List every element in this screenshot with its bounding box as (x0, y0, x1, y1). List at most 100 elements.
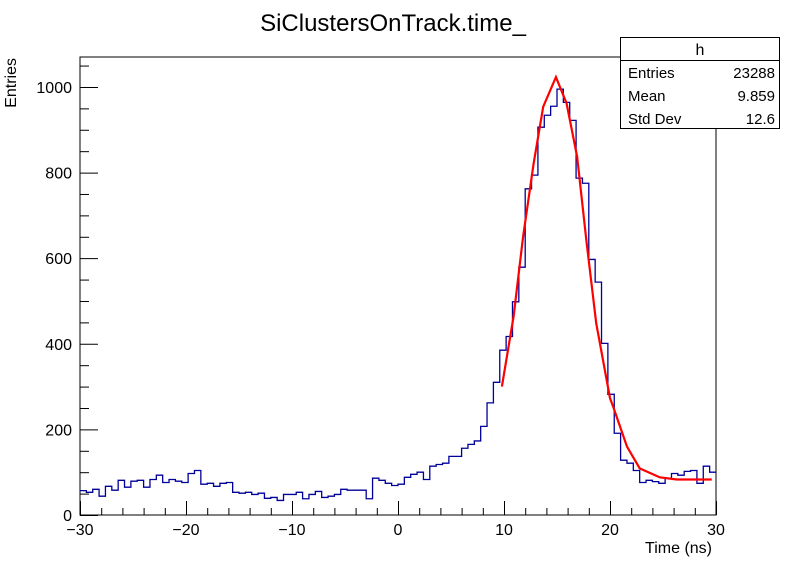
stats-entries-label: Entries (628, 65, 675, 82)
stats-stddev-label: Std Dev (628, 111, 682, 128)
histogram-bin (557, 89, 563, 515)
histogram-bin (576, 178, 582, 515)
histogram-bin (608, 394, 614, 515)
histogram-bin (315, 491, 321, 515)
histogram-bin (271, 497, 277, 515)
histogram-bin (506, 337, 512, 515)
histogram-bin (614, 433, 620, 515)
x-tick-label: −20 (172, 522, 199, 539)
histogram-bin (659, 483, 665, 515)
y-tick-label: 0 (63, 508, 72, 525)
histogram-bin (137, 480, 143, 515)
histogram-bin (398, 484, 404, 515)
histogram-bin (519, 267, 525, 515)
histogram-bin (468, 444, 474, 515)
histogram-bin (640, 482, 646, 515)
histogram-bin (551, 106, 557, 515)
histogram-bin (462, 448, 468, 515)
y-tick-label: 400 (45, 337, 72, 354)
histogram-bin (582, 183, 588, 515)
histogram-bin (80, 491, 86, 515)
histogram-bin (392, 485, 398, 515)
histogram-bin (118, 480, 124, 515)
histogram-bin (379, 480, 385, 515)
histogram-bin (373, 478, 379, 515)
y-axis-label: Entries (3, 58, 20, 108)
y-tick-label: 600 (45, 251, 72, 268)
histogram-bin (290, 494, 296, 515)
histogram-bin (487, 403, 493, 515)
fit-curve (500, 74, 712, 481)
histogram-bin (455, 456, 461, 515)
histogram-bin (385, 483, 391, 515)
histogram-bin (366, 499, 372, 515)
histogram-bin (474, 441, 480, 515)
histogram-bin (150, 479, 156, 515)
histogram-bin (646, 480, 652, 515)
y-tick-label: 200 (45, 422, 72, 439)
histogram-bin (156, 475, 162, 515)
histogram-bin (691, 470, 697, 515)
histogram-line (80, 88, 716, 502)
x-tick-label: 20 (601, 522, 619, 539)
histogram-bin (532, 175, 538, 515)
y-tick-label: 1000 (36, 80, 72, 97)
histogram-bin (589, 259, 595, 515)
histogram-bin (322, 497, 328, 515)
histogram-bin (493, 382, 499, 515)
histogram-bin (697, 483, 703, 515)
histogram-bin (131, 481, 137, 515)
histogram-bin (144, 487, 150, 515)
x-tick-label: −30 (66, 522, 93, 539)
histogram-bin (194, 470, 200, 515)
histogram-bin (347, 490, 353, 515)
histogram-bin (423, 479, 429, 515)
histogram-bin (99, 496, 105, 515)
histogram-bin (595, 282, 601, 515)
histogram-bin (525, 189, 531, 515)
histogram-bin (105, 486, 111, 515)
histogram-bin (245, 492, 251, 515)
histogram-bin (182, 482, 188, 515)
histogram-bin (328, 496, 334, 515)
histogram-bin (175, 481, 181, 515)
x-tick-label: 10 (495, 522, 513, 539)
histogram-bin (417, 472, 423, 515)
histogram-bin (621, 460, 627, 515)
histogram-bin (512, 302, 518, 515)
histogram-bin (309, 494, 315, 515)
histogram-bin (430, 466, 436, 515)
histogram-bin (201, 484, 207, 515)
x-axis: −30 −20 −10 0 10 20 30 (66, 501, 725, 539)
x-tick-label: 30 (707, 522, 725, 539)
histogram-bin (303, 499, 309, 515)
chart-title: SiClustersOnTrack.time_ (260, 10, 526, 37)
histogram-bin (112, 490, 118, 515)
histogram-bin (436, 464, 442, 515)
histogram-bin (710, 472, 716, 515)
histogram-bin (411, 474, 417, 515)
histogram-bin (163, 482, 169, 515)
histogram-bin (169, 479, 175, 515)
histogram-bin (563, 102, 569, 515)
histogram-bin (233, 492, 239, 515)
histogram-bin (665, 478, 671, 515)
histogram-bin (264, 498, 270, 515)
histogram-bin (671, 473, 677, 515)
histogram-bin (481, 426, 487, 515)
histogram-bin (570, 120, 576, 515)
histogram-bin (703, 466, 709, 515)
histogram-bin (602, 343, 608, 515)
histogram-bin (633, 470, 639, 515)
histogram-bin (86, 492, 92, 515)
histogram-bin (652, 482, 658, 515)
histogram-bin (207, 483, 213, 515)
histogram-bin (360, 490, 366, 515)
histogram-bin (258, 493, 264, 515)
histogram-bin (226, 482, 232, 515)
histogram-bin (93, 489, 99, 515)
histogram-bin (443, 463, 449, 515)
histogram-bin (404, 477, 410, 515)
histogram-bin (353, 490, 359, 515)
